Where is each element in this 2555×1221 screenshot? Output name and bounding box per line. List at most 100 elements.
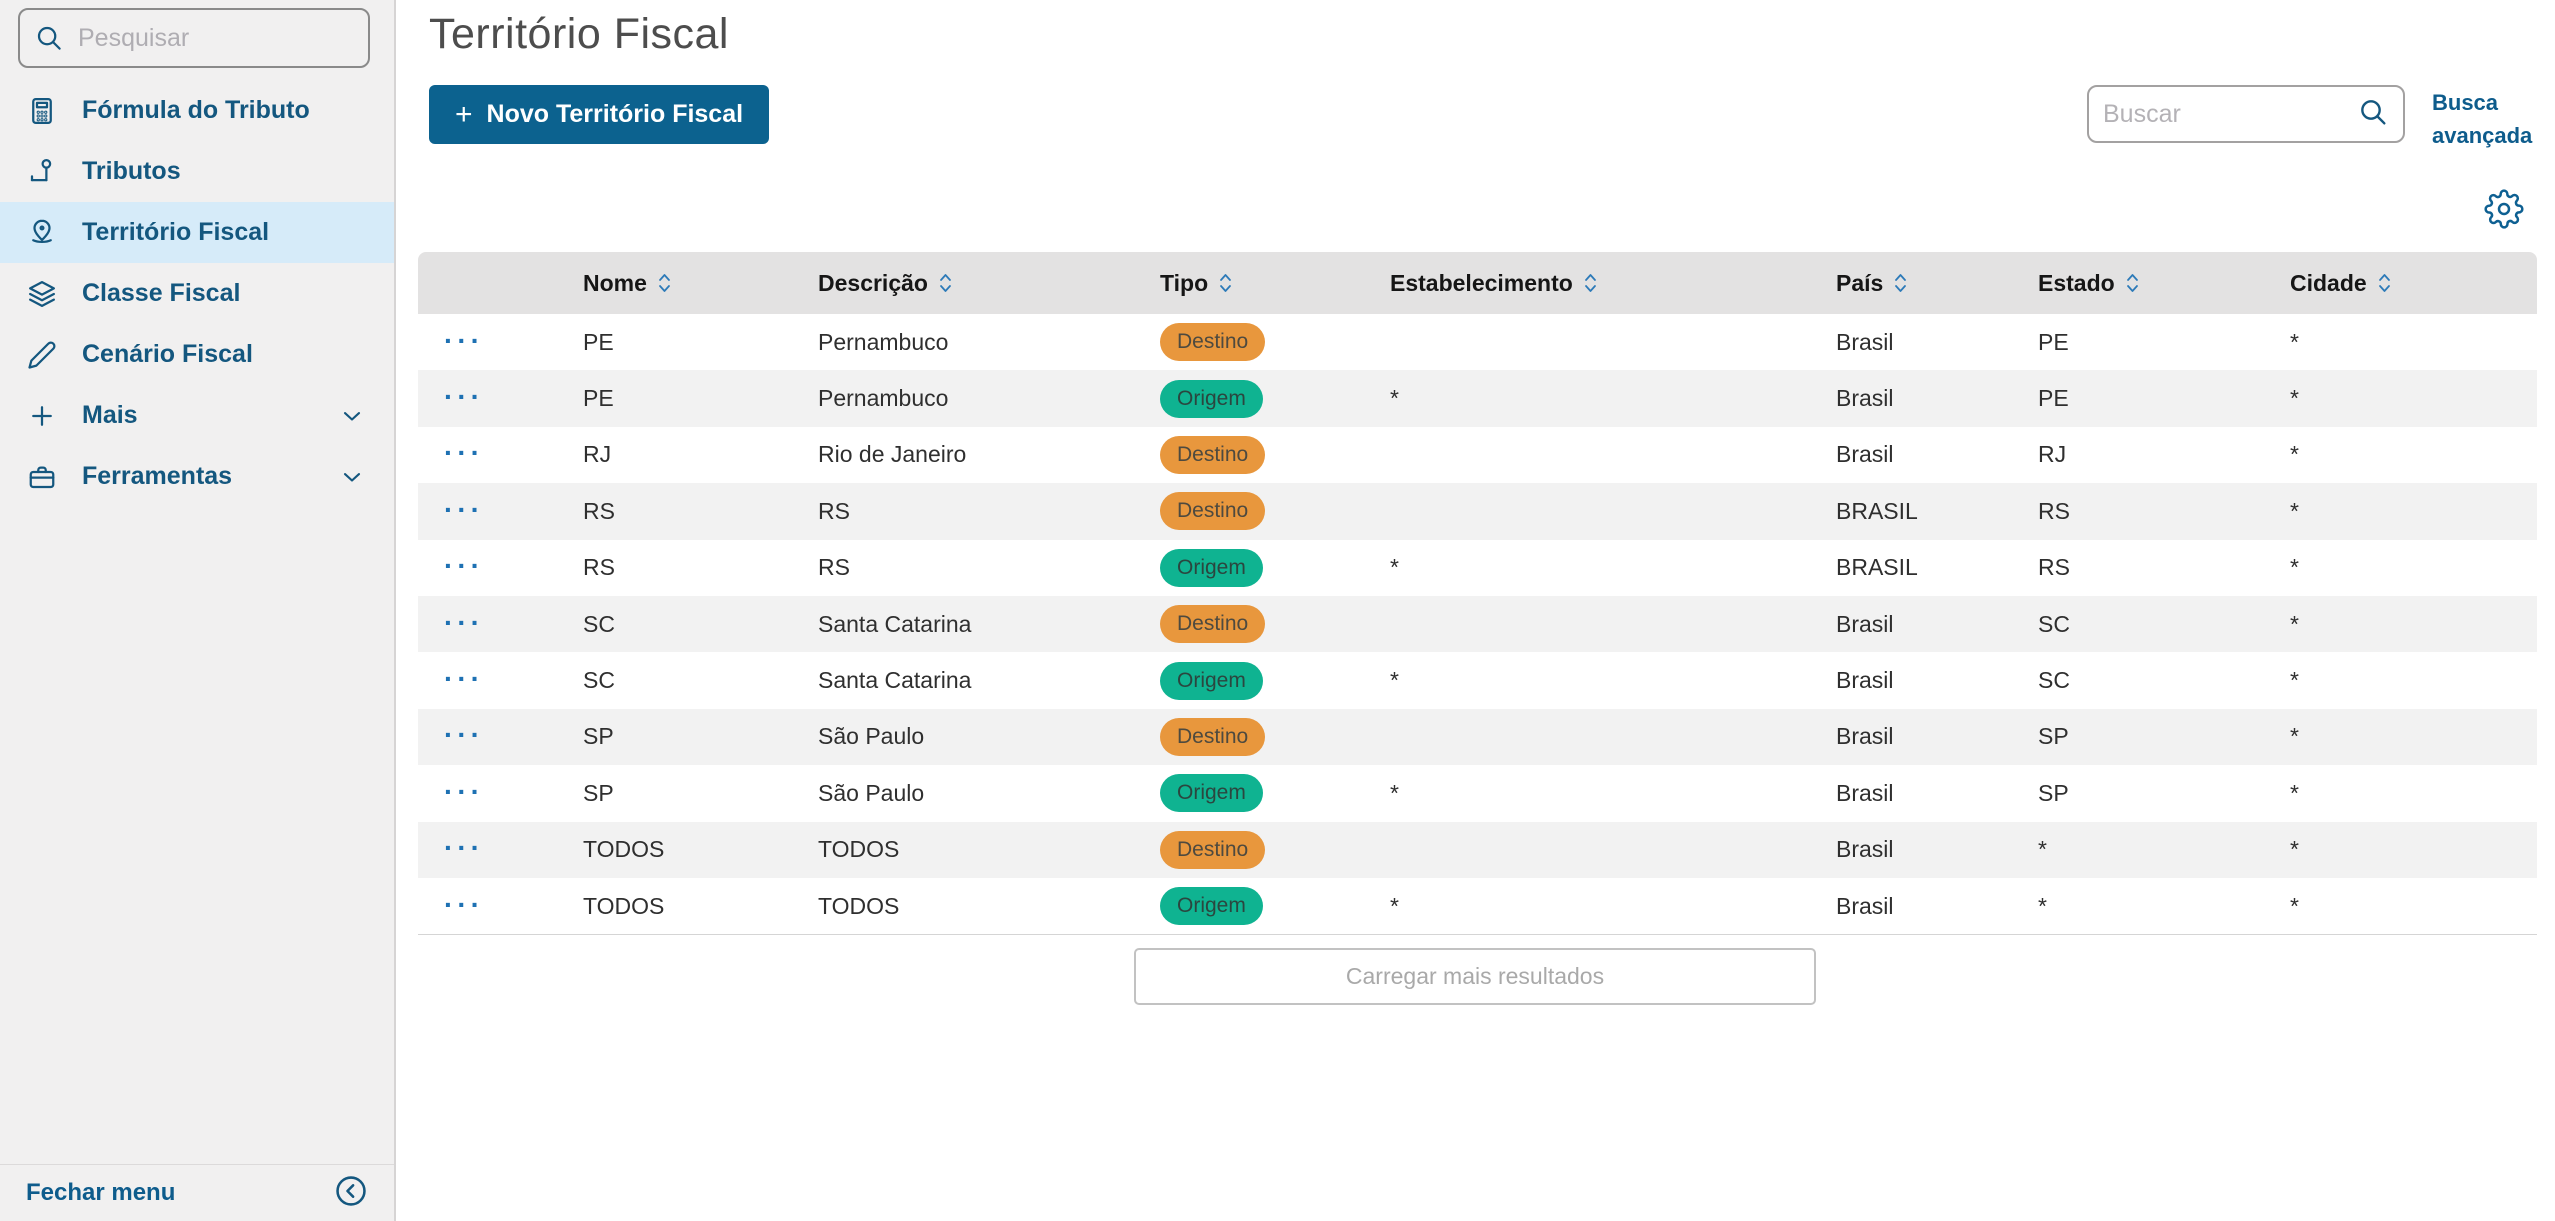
cell-cidade: * [2290, 328, 2299, 355]
row-menu-button[interactable]: ··· [418, 326, 484, 354]
chevron-down-icon [338, 402, 366, 430]
column-header[interactable]: Descrição [818, 270, 1160, 297]
sidebar-nav: Fórmula do Tributo Tributos [0, 80, 394, 507]
tipo-badge: Origem [1160, 887, 1263, 926]
column-header[interactable]: Estabelecimento [1390, 270, 1836, 297]
plus-icon: + [455, 97, 473, 131]
column-header[interactable]: Tipo [1160, 270, 1390, 297]
toolbox-icon [26, 461, 58, 493]
table-row: ··· TODOS TODOS Destino Brasil * * [418, 821, 2537, 878]
cell-estado: SP [2038, 779, 2069, 806]
page-title: Território Fiscal [429, 10, 729, 58]
territorio-fiscal-table: Nome Descrição Tipo Estabelecimento País… [418, 252, 2537, 936]
table-row: ··· RJ Rio de Janeiro Destino Brasil RJ … [418, 426, 2537, 484]
cell-nome: SP [583, 779, 614, 806]
cell-descricao: RS [818, 554, 850, 581]
row-menu-button[interactable]: ··· [418, 777, 484, 805]
sidebar-item-classe-fiscal[interactable]: Classe Fiscal [0, 263, 394, 324]
calculator-icon [26, 95, 58, 127]
cell-estabelecimento: * [1390, 779, 1399, 806]
sort-icon[interactable] [657, 270, 672, 296]
table-row: ··· TODOS TODOS Origem * Brasil * * [418, 877, 2537, 935]
sort-icon[interactable] [1583, 270, 1598, 296]
advanced-search-link[interactable]: Busca avançada [2432, 90, 2533, 148]
row-menu-button[interactable]: ··· [418, 834, 484, 862]
cell-estabelecimento: * [1390, 892, 1399, 919]
tipo-badge: Destino [1160, 435, 1266, 474]
cell-pais: Brasil [1836, 779, 1894, 806]
cell-nome: PE [583, 385, 614, 412]
chevron-down-icon [338, 463, 366, 491]
cell-estado: * [2038, 836, 2047, 863]
row-menu-button[interactable]: ··· [418, 439, 484, 467]
tipo-badge: Destino [1160, 830, 1266, 869]
table-search-input[interactable] [2103, 99, 2347, 129]
cell-nome: RS [583, 554, 615, 581]
cell-nome: TODOS [583, 836, 665, 863]
cell-estabelecimento: * [1390, 667, 1399, 694]
pencil-icon [26, 339, 58, 371]
sidebar-search-input[interactable] [78, 23, 354, 53]
table-row: ··· PE Pernambuco Origem * Brasil PE * [418, 370, 2537, 427]
cell-estado: PE [2038, 385, 2069, 412]
cell-nome: SC [583, 667, 615, 694]
new-territorio-fiscal-button[interactable]: + Novo Território Fiscal [429, 85, 770, 144]
cell-cidade: * [2290, 779, 2299, 806]
cell-cidade: * [2290, 441, 2299, 468]
sidebar-item-formula-do-tributo[interactable]: Fórmula do Tributo [0, 80, 394, 141]
cell-descricao: São Paulo [818, 779, 925, 806]
cell-pais: Brasil [1836, 441, 1894, 468]
search-icon[interactable] [2357, 96, 2389, 133]
column-header[interactable]: Nome [583, 270, 818, 297]
tipo-badge: Destino [1160, 717, 1266, 756]
cell-pais: Brasil [1836, 610, 1894, 637]
table-row: ··· RS RS Origem * BRASIL RS * [418, 539, 2537, 596]
row-menu-button[interactable]: ··· [418, 608, 484, 636]
column-header[interactable]: Cidade [2290, 270, 2537, 297]
sort-icon[interactable] [1218, 270, 1233, 296]
gear-icon[interactable] [2484, 189, 2524, 229]
sidebar-search-box [18, 8, 370, 68]
sidebar-item-label: Território Fiscal [82, 218, 270, 246]
column-header-label: Estado [2038, 269, 2115, 296]
load-more-button[interactable]: Carregar mais resultados [1134, 948, 1816, 1005]
cell-cidade: * [2290, 385, 2299, 412]
sidebar-item-label: Tributos [82, 157, 181, 185]
cell-pais: Brasil [1836, 328, 1894, 355]
cell-cidade: * [2290, 723, 2299, 750]
cell-pais: Brasil [1836, 723, 1894, 750]
close-menu-button[interactable]: Fechar menu [0, 1164, 394, 1221]
table-row: ··· SP São Paulo Destino Brasil SP * [418, 708, 2537, 766]
tipo-badge: Destino [1160, 492, 1266, 531]
cell-nome: SC [583, 610, 615, 637]
sort-icon[interactable] [2125, 270, 2140, 296]
row-menu-button[interactable]: ··· [418, 495, 484, 523]
cell-pais: BRASIL [1836, 554, 1918, 581]
cell-estado: RS [2038, 554, 2070, 581]
sidebar-item-mais[interactable]: Mais [0, 385, 394, 446]
column-header-label: Nome [583, 269, 647, 296]
sort-icon[interactable] [2377, 270, 2392, 296]
tipo-badge: Origem [1160, 661, 1263, 700]
table-row: ··· PE Pernambuco Destino Brasil PE * [418, 314, 2537, 371]
sidebar-item-cenario-fiscal[interactable]: Cenário Fiscal [0, 324, 394, 385]
cell-descricao: Santa Catarina [818, 610, 972, 637]
column-header-label: País [1836, 269, 1884, 296]
tipo-badge: Destino [1160, 605, 1266, 644]
cell-estado: RS [2038, 497, 2070, 524]
row-menu-button[interactable]: ··· [418, 665, 484, 693]
row-menu-button[interactable]: ··· [418, 383, 484, 411]
close-menu-label: Fechar menu [26, 1179, 176, 1206]
sidebar-item-territorio-fiscal[interactable]: Território Fiscal [0, 202, 394, 263]
sort-icon[interactable] [938, 270, 953, 296]
row-menu-button[interactable]: ··· [418, 552, 484, 580]
column-header[interactable]: País [1836, 270, 2038, 297]
cell-pais: Brasil [1836, 385, 1894, 412]
row-menu-button[interactable]: ··· [418, 890, 484, 918]
sidebar-item-ferramentas[interactable]: Ferramentas [0, 446, 394, 507]
sort-icon[interactable] [1893, 270, 1908, 296]
column-header[interactable]: Estado [2038, 270, 2290, 297]
row-menu-button[interactable]: ··· [418, 721, 484, 749]
cell-nome: SP [583, 723, 614, 750]
sidebar-item-tributos[interactable]: Tributos [0, 141, 394, 202]
